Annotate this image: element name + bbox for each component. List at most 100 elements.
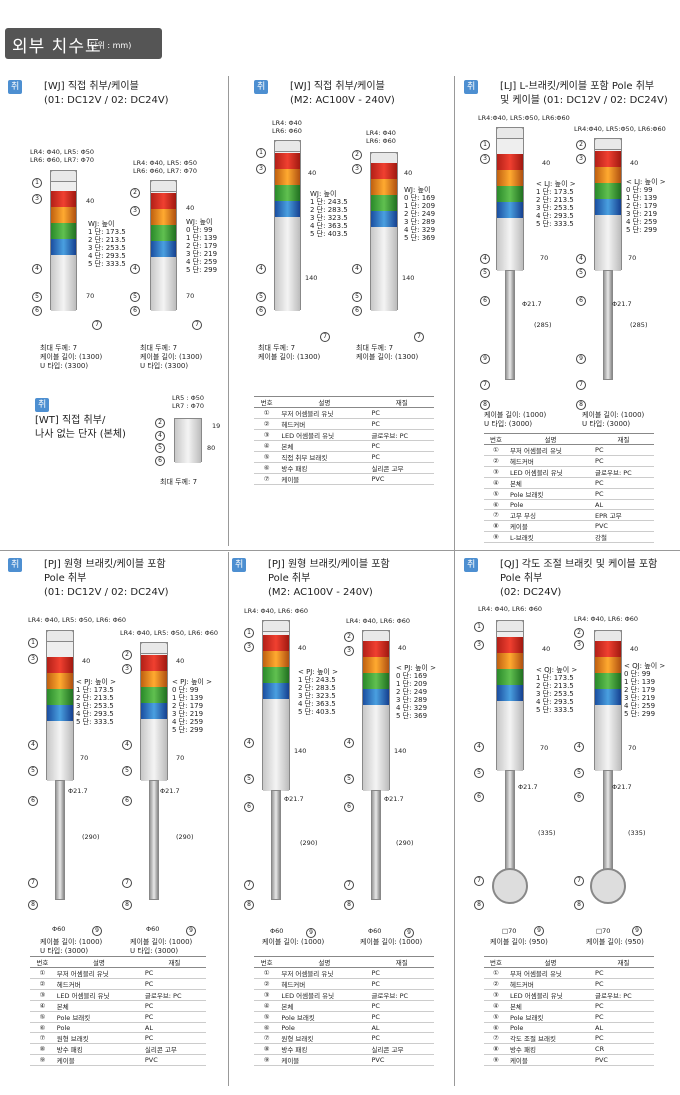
dim-70: 70	[540, 744, 549, 752]
part-number: 3	[344, 646, 354, 656]
part-number: 2	[576, 140, 586, 150]
foot-note: 케이블 길이: (1000)	[262, 938, 325, 946]
part-desc: 헤드커버	[279, 978, 370, 990]
part-desc: 헤드커버	[507, 455, 594, 467]
part-desc: 케이블	[507, 1054, 594, 1066]
part-desc: L-브래킷	[507, 531, 594, 543]
dim-70: 70	[628, 254, 637, 262]
part-desc: 직접 취부 브래킷	[279, 451, 370, 463]
part-number: 4	[32, 264, 42, 274]
part-number: 6	[352, 306, 362, 316]
section-subtitle: 나사 없는 단자 (본체)	[35, 429, 126, 440]
dim-70: 70	[80, 754, 89, 762]
dim-base: □70	[596, 927, 611, 935]
pole	[505, 770, 515, 870]
size-label: LR6: Φ60, LR7: Φ70	[30, 156, 94, 164]
dim-base: Φ60	[270, 927, 284, 935]
part-number: 3	[574, 640, 584, 650]
part-number: 4	[576, 254, 586, 264]
part-no: ⑧	[484, 1043, 508, 1055]
part-number: 4	[244, 738, 254, 748]
part-material: PC	[593, 477, 654, 489]
part-number: 6	[256, 306, 266, 316]
part-number: 6	[32, 306, 42, 316]
mount-badge: 취부 A	[35, 398, 50, 438]
part-number: 8	[474, 900, 484, 910]
part-number: 5	[344, 774, 354, 784]
parts-table: 번호 설명 재질 ① 부저 어셈블리 유닛 PC ② 헤드커버 PC ③ LED 어셈블리 유닛 글로…	[254, 956, 434, 1066]
column-header: 번호	[254, 956, 280, 968]
part-no: ③	[30, 989, 55, 1001]
table-row: ⑦ 각도 조절 브래킷 PC	[484, 1032, 654, 1044]
size-label: LR6: Φ60, LR7: Φ70	[133, 167, 197, 175]
table-row: ⑤ Pole 브래킷 PC	[484, 1011, 654, 1023]
tower-lamp	[150, 180, 177, 311]
part-number: 4	[344, 738, 354, 748]
part-no: ②	[484, 978, 508, 990]
divider	[0, 550, 680, 551]
mount-badge: 취부 B	[464, 80, 479, 120]
part-desc: 원형 브래킷	[54, 1032, 143, 1044]
part-desc: Pole 브래킷	[507, 488, 594, 500]
part-number: 4	[352, 264, 362, 274]
part-material: PVC	[593, 1054, 654, 1066]
part-material: PVC	[593, 520, 654, 532]
part-no: ⑥	[254, 462, 280, 474]
table-row: ⑨ 케이블 PVC	[30, 1054, 206, 1066]
dim-len: (290)	[396, 839, 414, 847]
part-number: 4	[480, 254, 490, 264]
part-number: 3	[122, 664, 132, 674]
part-number: 3	[130, 206, 140, 216]
table-row: ② 헤드커버 PC	[30, 978, 206, 990]
part-material: 글로우브: PC	[593, 989, 654, 1001]
part-material: AL	[593, 499, 654, 510]
part-no: ①	[484, 444, 508, 456]
table-row: ⑥ Pole AL	[30, 1022, 206, 1033]
foot-note: 최대 두께: 7 케이블 길이: (1300) U 타입: (3300)	[40, 344, 103, 370]
part-desc: 케이블	[279, 1054, 370, 1066]
table-row: ① 부저 어셈블리 유닛 PC	[254, 407, 434, 419]
part-number: 8	[28, 900, 38, 910]
foot-note: 케이블 길이: (950)	[490, 938, 548, 946]
dim-40: 40	[404, 169, 413, 177]
table-header: 번호 설명 재질	[484, 433, 654, 445]
dim-40: 40	[630, 645, 639, 653]
part-desc: Pole	[507, 1022, 594, 1033]
dim-len: (285)	[534, 321, 552, 329]
table-row: ⑥ Pole AL	[254, 1022, 434, 1033]
part-number: 7	[320, 332, 330, 342]
part-material: 글로우브: PC	[593, 466, 654, 478]
part-material: 강철	[593, 531, 654, 543]
part-number: 1	[28, 638, 38, 648]
part-number: 4	[122, 740, 132, 750]
part-number: 8	[576, 400, 586, 410]
part-no: ⑧	[484, 520, 508, 532]
column-header: 번호	[30, 956, 55, 968]
part-number: 3	[256, 164, 266, 174]
part-material: PC	[142, 978, 206, 990]
section-subtitle: (02: DC24V)	[500, 587, 562, 598]
foot-note: 최대 두께: 7	[160, 478, 198, 486]
height-table: < LJ: 높이 >0 단: 99 1 단: 139 2 단: 179 3 단: 21…	[626, 178, 666, 234]
tower-lamp	[594, 138, 622, 271]
part-material: PC	[369, 407, 434, 419]
part-number: 2	[344, 632, 354, 642]
table-row: ⑧ 방수 패킹 CR	[484, 1043, 654, 1055]
part-desc: 헤드커버	[507, 978, 594, 990]
part-desc: 부저 어셈블리 유닛	[54, 967, 143, 979]
size-label: LR4: Φ40, LR5: Φ50	[133, 159, 197, 167]
part-no: ②	[30, 978, 55, 990]
part-material: EPR 고무	[593, 509, 654, 521]
part-no: ③	[254, 989, 280, 1001]
part-no: ⑧	[254, 1043, 280, 1055]
table-row: ① 부저 어셈블리 유닛 PC	[484, 444, 654, 456]
table-row: ⑦ 고무 부싱 EPR 고무	[484, 509, 654, 521]
part-number: 8	[480, 400, 490, 410]
tower-lamp	[594, 630, 622, 771]
part-number: 7	[92, 320, 102, 330]
part-desc: 헤드커버	[279, 418, 370, 430]
part-no: ⑦	[484, 509, 508, 521]
dim-phi: Φ21.7	[68, 787, 88, 795]
part-number: 5	[256, 292, 266, 302]
